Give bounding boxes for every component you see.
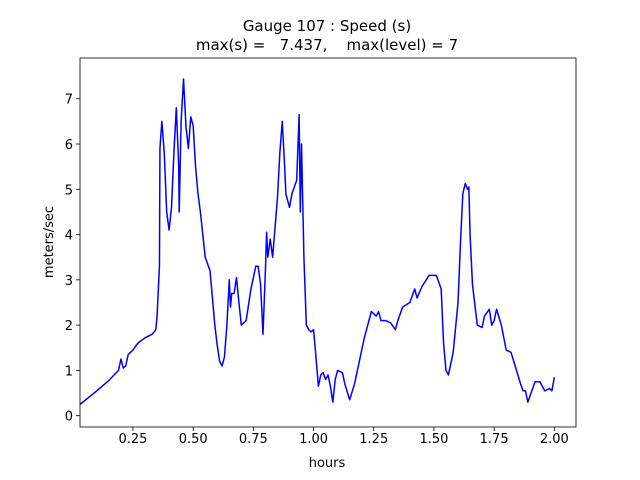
x-tick-label: 0.50 (179, 432, 208, 447)
x-tick-label: 0.25 (118, 432, 147, 447)
y-tick-label: 3 (65, 274, 73, 289)
y-tick-label: 0 (65, 410, 73, 425)
x-tick-label: 2.00 (540, 432, 569, 447)
chart-title: Gauge 107 : Speed (s) (243, 17, 411, 35)
y-tick-label: 1 (65, 364, 73, 379)
y-tick-label: 2 (65, 319, 73, 334)
y-tick-label: 6 (65, 138, 73, 153)
x-tick-label: 0.75 (239, 432, 268, 447)
data-line (79, 78, 556, 405)
plot-frame (79, 57, 577, 428)
y-tick-label: 4 (65, 229, 73, 244)
x-tick-label: 1.25 (359, 432, 388, 447)
chart-subtitle: max(s) = 7.437, max(level) = 7 (196, 36, 458, 54)
y-axis-label: meters/sec (42, 206, 57, 278)
x-tick-label: 1.75 (480, 432, 509, 447)
x-tick-label: 1.50 (419, 432, 448, 447)
y-tick-label: 7 (65, 93, 73, 108)
x-axis-label: hours (309, 456, 346, 471)
y-tick-label: 5 (65, 183, 73, 198)
x-tick-label: 1.00 (299, 432, 328, 447)
